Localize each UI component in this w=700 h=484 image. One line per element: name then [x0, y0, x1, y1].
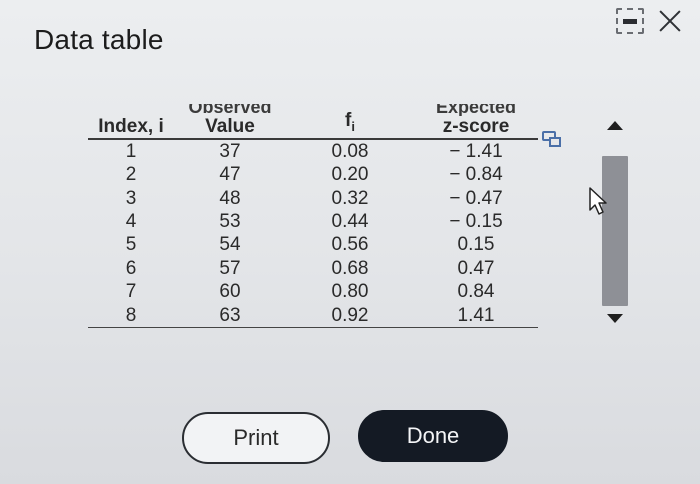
cell-observed-value: 37	[219, 140, 241, 162]
cell-index: 2	[125, 164, 137, 186]
table-row: 3 48 0.32 − 0.47	[88, 187, 538, 210]
minimize-icon[interactable]	[616, 8, 644, 34]
vertical-scrollbar[interactable]	[600, 118, 630, 332]
header-observed-value: Observed Value	[174, 104, 286, 140]
table-row: 4 53 0.44 − 0.15	[88, 210, 538, 233]
cell-fi: 0.80	[331, 281, 369, 303]
cell-fi: 0.20	[331, 164, 369, 186]
cell-observed-value: 54	[219, 234, 241, 256]
table-row: 8 63 0.92 1.41	[88, 303, 538, 329]
table-row: 6 57 0.68 0.47	[88, 257, 538, 280]
cell-expected-z-score: − 0.15	[449, 211, 503, 233]
scroll-thumb[interactable]	[602, 156, 628, 306]
table-row: 7 60 0.80 0.84	[88, 280, 538, 303]
table-row: 2 47 0.20 − 0.84	[88, 163, 538, 186]
data-table: Index, i Observed Value fi Expected z-sc…	[88, 104, 538, 329]
cell-observed-value: 48	[219, 187, 241, 209]
cell-fi: 0.44	[331, 211, 369, 233]
header-expected-z-score: Expected z-score	[414, 104, 538, 140]
cell-index: 5	[125, 234, 137, 256]
cell-observed-value: 47	[219, 164, 241, 186]
data-table-container: Index, i Observed Value fi Expected z-sc…	[88, 104, 538, 344]
scroll-up-icon[interactable]	[607, 121, 623, 130]
print-button[interactable]: Print	[182, 412, 330, 464]
table-header-row: Index, i Observed Value fi Expected z-sc…	[88, 104, 538, 140]
cell-expected-z-score: 0.84	[457, 281, 495, 303]
cell-observed-value: 60	[219, 281, 241, 303]
dialog-title: Data table	[34, 24, 164, 55]
cell-observed-value: 57	[219, 257, 241, 279]
cell-expected-z-score: − 1.41	[449, 140, 503, 162]
header-index: Index, i	[88, 104, 174, 140]
cell-observed-value: 63	[174, 303, 286, 329]
cell-fi: 0.92	[286, 303, 414, 329]
cell-fi: 0.56	[331, 234, 369, 256]
cell-expected-z-score: 0.15	[457, 234, 495, 256]
cursor-icon	[589, 187, 607, 215]
copy-icon[interactable]	[542, 131, 561, 147]
cell-expected-z-score: 0.47	[457, 257, 495, 279]
cell-observed-value: 53	[219, 211, 241, 233]
cell-index: 3	[125, 187, 137, 209]
close-icon[interactable]	[658, 9, 682, 33]
cell-fi: 0.08	[331, 140, 369, 162]
cell-index: 8	[88, 303, 174, 329]
header-fi: fi	[286, 104, 414, 140]
table-row: 1 37 0.08 − 1.41	[88, 139, 538, 163]
cell-expected-z-score: − 0.84	[449, 164, 503, 186]
cell-index: 1	[125, 140, 137, 162]
scroll-down-icon[interactable]	[607, 314, 623, 323]
cell-index: 6	[125, 257, 137, 279]
cell-index: 7	[125, 281, 137, 303]
table-body: 1 37 0.08− 1.41 2 47 0.20− 0.84 3 48 0.32− 0.47 4…	[88, 139, 538, 329]
cell-fi: 0.68	[331, 257, 369, 279]
done-button[interactable]: Done	[358, 410, 508, 462]
window-controls	[616, 8, 682, 34]
cell-index: 4	[125, 211, 137, 233]
cell-fi: 0.32	[331, 187, 369, 209]
table-row: 5 54 0.56 0.15	[88, 233, 538, 256]
cell-expected-z-score: − 0.47	[449, 187, 503, 209]
cell-expected-z-score: 1.41	[414, 303, 538, 329]
